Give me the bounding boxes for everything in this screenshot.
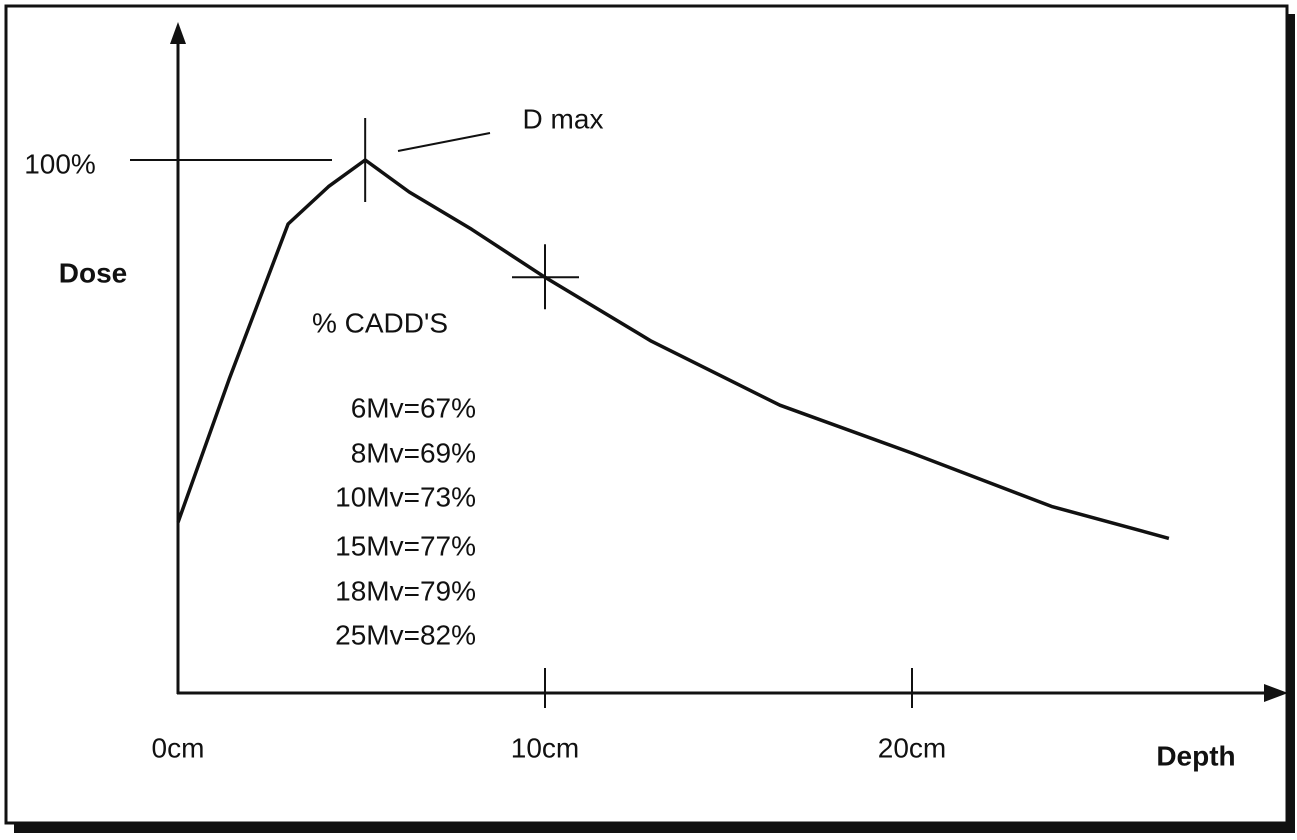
axes (170, 22, 1288, 702)
note-line: 15Mv=77% (335, 530, 476, 561)
dmax-label: D max (523, 103, 604, 134)
x-axis-label: Depth (1156, 740, 1235, 771)
y-arrow (170, 22, 186, 44)
note-line: 25Mv=82% (335, 619, 476, 650)
dose-curve (176, 158, 1170, 541)
note-line: 18Mv=79% (335, 575, 476, 606)
note-title: % CADD'S (312, 307, 448, 338)
y-tick-label: 100% (24, 148, 96, 179)
frame (4, 4, 1289, 825)
dmax-leader (397, 132, 491, 152)
x-tick-label: 20cm (878, 732, 946, 763)
note-line: 6Mv=67% (351, 392, 476, 423)
note-line: 10Mv=73% (335, 481, 476, 512)
y-axis-label: Dose (59, 257, 127, 288)
x-tick-label: 10cm (511, 732, 579, 763)
note-line: 8Mv=69% (351, 437, 476, 468)
x-tick-label: 0cm (152, 732, 205, 763)
x-arrow (1264, 684, 1288, 702)
